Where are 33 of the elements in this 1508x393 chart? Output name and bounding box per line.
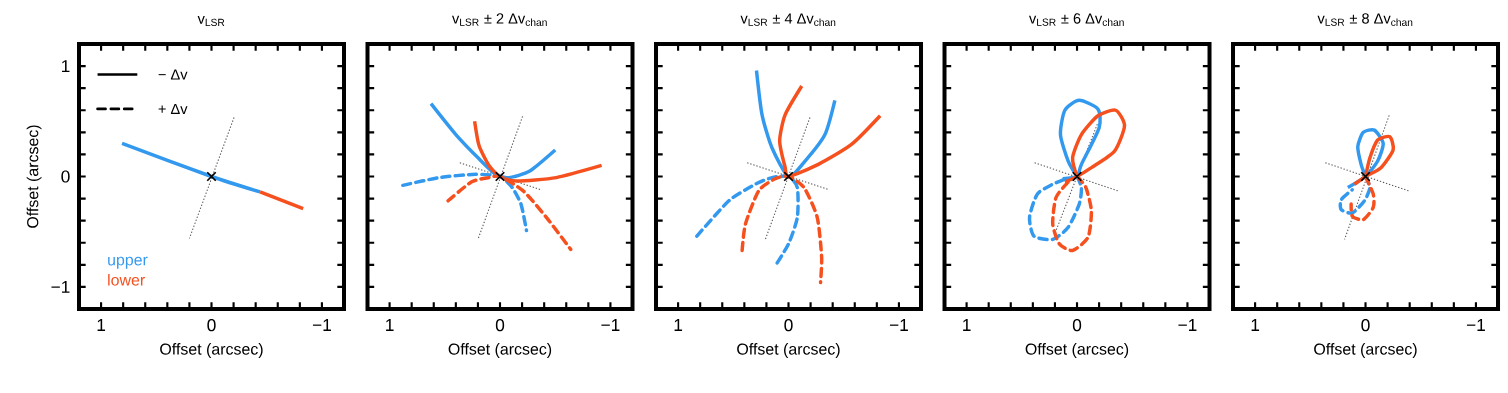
- x-axis-title: Offset (arcsec): [448, 343, 552, 358]
- x-axis-title: Offset (arcsec): [1314, 343, 1417, 358]
- x-tick-label: −1: [1178, 319, 1197, 331]
- x-axis-title: Offset (arcsec): [737, 343, 840, 358]
- x-tick-label: 1: [674, 319, 683, 331]
- x-tick-label: 1: [97, 319, 106, 331]
- text: upper: [108, 256, 148, 269]
- x-tick-label: 0: [495, 319, 505, 332]
- y-tick-label: −1: [51, 280, 70, 293]
- chart-title: v$_{LSR}$ ± 6 Δv$_{chan}$: [1029, 13, 1124, 27]
- text: lower: [108, 273, 145, 286]
- annotation: − Δv: [158, 69, 188, 80]
- chart-title: v$_{LSR}$ ± 2 Δv$_{chan}$: [452, 13, 547, 27]
- x-axis-title: Offset (arcsec): [160, 343, 263, 358]
- y-axis-title: Offset (arcsec): [26, 125, 42, 228]
- x-tick-label: 0: [1072, 319, 1082, 332]
- annotation: + Δv: [158, 103, 188, 114]
- x-axis-title: Offset (arcsec): [1025, 343, 1129, 358]
- x-tick-label: 0: [784, 319, 793, 332]
- x-tick-label: 1: [386, 319, 394, 331]
- x-tick-label: −1: [601, 319, 620, 331]
- x-tick-label: −1: [1466, 319, 1485, 331]
- y-tick-label: 0: [61, 170, 70, 183]
- x-tick-label: 1: [1251, 319, 1260, 331]
- chart-title: v$_{LSR}$ ± 4 Δv$_{chan}$: [740, 13, 836, 27]
- x-tick-label: 0: [207, 319, 216, 332]
- x-tick-label: −1: [889, 319, 908, 331]
- chart-title: v$_{LSR}$ ± 8 Δv$_{chan}$: [1317, 13, 1413, 27]
- x-tick-label: 0: [1361, 319, 1370, 332]
- x-tick-label: −1: [312, 319, 331, 331]
- chart-title: v$_{LSR}$: [197, 16, 225, 27]
- y-tick-label: 1: [62, 60, 70, 73]
- x-tick-label: 1: [963, 319, 971, 331]
